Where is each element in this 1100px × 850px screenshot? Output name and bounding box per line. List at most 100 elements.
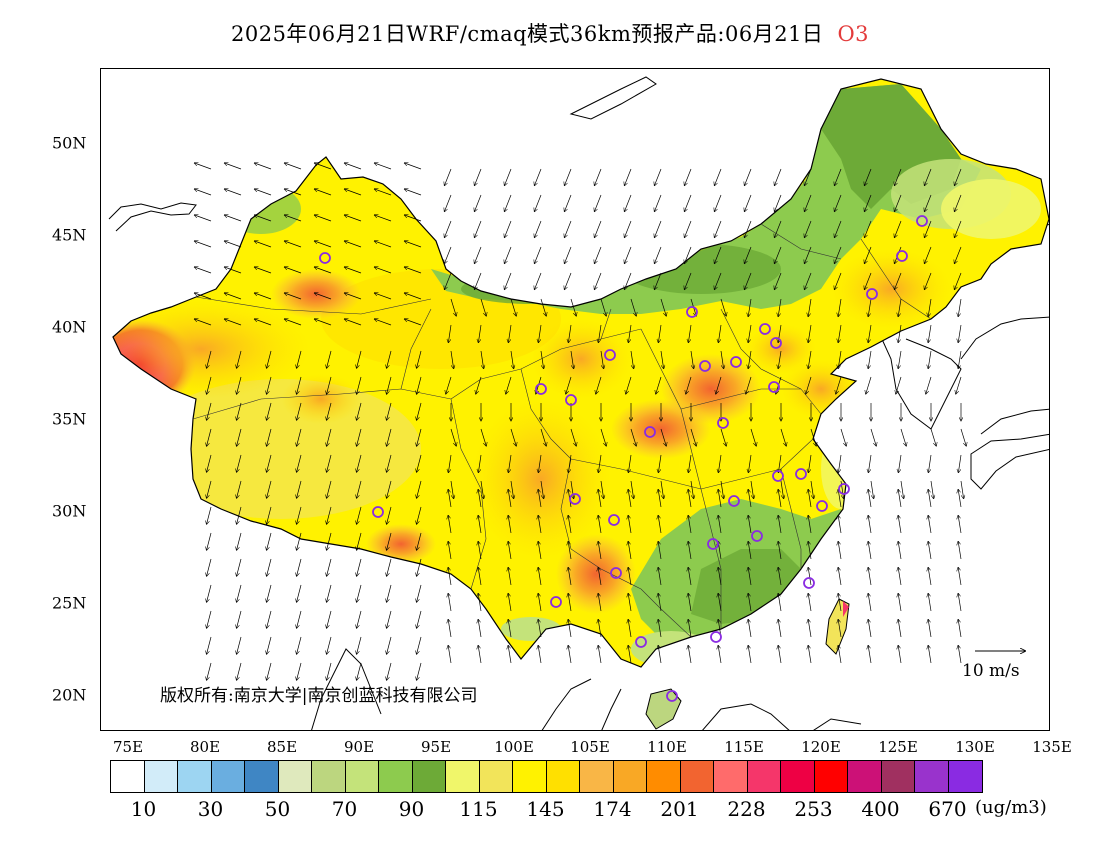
wind-vector — [297, 480, 302, 498]
legend-swatch — [546, 761, 580, 792]
legend-swatch — [613, 761, 647, 792]
wind-vector — [445, 272, 452, 289]
wind-vector — [810, 428, 816, 446]
wind-vector — [237, 584, 242, 602]
wind-vector — [508, 516, 512, 534]
wind-vector — [805, 168, 812, 185]
hainan-island — [645, 688, 682, 730]
wind-vector — [866, 376, 872, 394]
city-marker — [728, 495, 740, 507]
wind-vector — [357, 584, 362, 602]
wind-vector — [448, 620, 452, 638]
wind-vector — [715, 194, 722, 211]
wind-vector — [327, 662, 332, 680]
wind-vector — [928, 646, 932, 664]
wind-vector — [958, 298, 962, 316]
city-marker — [535, 383, 547, 395]
wind-vector — [955, 168, 962, 185]
wind-vector — [450, 480, 454, 498]
wind-vector — [417, 662, 422, 680]
wind-vector — [267, 428, 272, 446]
wind-vector — [315, 215, 332, 222]
legend-label: 70 — [331, 797, 358, 821]
wind-vector — [448, 568, 452, 586]
wind-vector — [688, 568, 692, 586]
legend-swatch — [647, 761, 681, 792]
wind-vector — [718, 646, 722, 664]
city-marker — [866, 288, 878, 300]
wind-vector — [566, 376, 572, 394]
wind-vector — [718, 594, 722, 612]
wind-vector — [237, 558, 242, 576]
wind-vector — [357, 480, 362, 498]
wind-vector — [745, 246, 752, 263]
wind-vector — [315, 163, 332, 170]
city-marker — [319, 252, 331, 264]
city-marker — [666, 690, 678, 702]
wind-vector — [775, 220, 782, 237]
wind-vector — [387, 402, 392, 420]
wind-vector — [297, 454, 302, 472]
wind-vector — [598, 542, 602, 560]
wind-vector — [207, 428, 212, 446]
wind-vector — [445, 194, 452, 211]
wind-vector — [327, 480, 332, 498]
title-text: 2025年06月21日WRF/cmaq模式36km预报产品:06月21日 — [230, 22, 824, 46]
wind-vector — [195, 215, 212, 222]
wind-vector — [628, 454, 632, 472]
wind-vector — [958, 516, 962, 534]
wind-vector — [838, 594, 842, 612]
wind-vector — [375, 319, 392, 326]
wind-vector — [688, 646, 692, 664]
wind-vector — [297, 662, 302, 680]
wind-vector — [625, 168, 632, 185]
city-marker — [759, 323, 771, 335]
wind-vector — [195, 319, 212, 326]
city-marker — [751, 530, 763, 542]
wind-vector — [448, 454, 452, 472]
wind-vector — [565, 246, 572, 263]
wind-vector — [808, 568, 812, 586]
wind-vector — [600, 350, 604, 368]
wind-vector — [928, 542, 932, 560]
wind-vector — [688, 516, 692, 534]
wind-vector — [780, 480, 784, 498]
wind-vector — [568, 620, 572, 638]
wind-vector — [925, 246, 932, 263]
wind-vector — [267, 558, 272, 576]
wind-vector — [870, 480, 874, 498]
wind-vector — [387, 610, 392, 628]
wind-vector — [928, 516, 932, 534]
wind-vector — [718, 490, 722, 508]
legend-label: 50 — [264, 797, 291, 821]
wind-vector — [898, 542, 902, 560]
wind-vector — [510, 428, 516, 446]
wind-vector — [688, 454, 692, 472]
wind-vector — [838, 324, 842, 342]
wind-vector — [600, 428, 606, 446]
wind-vector — [960, 428, 966, 446]
wind-vector — [475, 246, 482, 263]
wind-vector — [508, 568, 512, 586]
wind-vector — [838, 542, 842, 560]
wind-vector — [686, 376, 692, 394]
wind-vector — [505, 194, 512, 211]
wind-vector — [345, 215, 362, 222]
wind-vector — [748, 298, 752, 316]
wind-vector — [955, 272, 962, 289]
wind-vector — [925, 168, 932, 185]
wind-vector — [405, 241, 422, 248]
wind-vector — [327, 584, 332, 602]
wind-vector — [685, 272, 692, 289]
lon-label: 105E — [570, 738, 610, 756]
wind-vector — [506, 376, 512, 394]
wind-vector — [267, 610, 272, 628]
wind-vector — [745, 220, 752, 237]
wind-vector — [417, 376, 422, 394]
wind-vector — [745, 272, 752, 289]
wind-vector — [267, 402, 272, 420]
wind-vector — [655, 194, 662, 211]
wind-vector — [898, 620, 902, 638]
wind-vector — [928, 568, 932, 586]
wind-vector — [478, 490, 482, 508]
